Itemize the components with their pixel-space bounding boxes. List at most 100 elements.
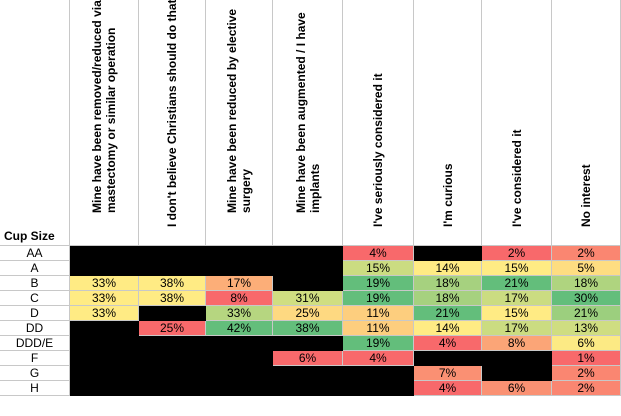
column-header-label: Mine have been removed/reduced via maste… bbox=[90, 0, 118, 213]
row-header-label: Cup Size bbox=[4, 229, 55, 243]
empty-cell bbox=[273, 381, 343, 396]
empty-cell bbox=[273, 261, 343, 276]
value-cell: 2% bbox=[552, 366, 621, 381]
value-cell: 2% bbox=[552, 246, 621, 261]
value-cell: 14% bbox=[414, 321, 482, 336]
value-cell: 6% bbox=[552, 336, 621, 351]
value-cell: 33% bbox=[70, 291, 139, 306]
value-cell: 2% bbox=[552, 381, 621, 396]
row-label: DDD/E bbox=[0, 336, 70, 351]
value-cell: 33% bbox=[70, 276, 139, 291]
row-label: AA bbox=[0, 246, 70, 261]
empty-cell bbox=[414, 246, 482, 261]
value-cell: 17% bbox=[206, 276, 273, 291]
column-header-label: I've considered it bbox=[509, 129, 524, 227]
row-label: DD bbox=[0, 321, 70, 336]
corner-cell: Cup Size bbox=[0, 0, 70, 246]
column-header: I'm curious bbox=[414, 0, 482, 246]
column-header-label: Mine have been reduced by elective surge… bbox=[225, 8, 253, 213]
empty-cell bbox=[206, 261, 273, 276]
empty-cell bbox=[70, 246, 139, 261]
value-cell: 8% bbox=[206, 291, 273, 306]
value-cell: 38% bbox=[273, 321, 343, 336]
empty-cell bbox=[139, 261, 206, 276]
value-cell: 7% bbox=[414, 366, 482, 381]
column-header: Mine have been reduced by elective surge… bbox=[206, 0, 273, 246]
empty-cell bbox=[343, 366, 414, 381]
value-cell: 25% bbox=[273, 306, 343, 321]
empty-cell bbox=[139, 246, 206, 261]
column-header: No interest bbox=[552, 0, 621, 246]
empty-cell bbox=[273, 246, 343, 261]
empty-cell bbox=[70, 381, 139, 396]
empty-cell bbox=[273, 366, 343, 381]
empty-cell bbox=[273, 336, 343, 351]
column-header-label: I've seriously considered it bbox=[371, 73, 385, 227]
value-cell: 19% bbox=[343, 336, 414, 351]
empty-cell bbox=[206, 366, 273, 381]
value-cell: 4% bbox=[343, 351, 414, 366]
value-cell: 21% bbox=[482, 276, 552, 291]
row-label: F bbox=[0, 351, 70, 366]
column-header: I've considered it bbox=[482, 0, 552, 246]
value-cell: 18% bbox=[552, 276, 621, 291]
value-cell: 6% bbox=[273, 351, 343, 366]
value-cell: 25% bbox=[139, 321, 206, 336]
empty-cell bbox=[70, 261, 139, 276]
column-header-label: No interest bbox=[579, 164, 593, 227]
value-cell: 13% bbox=[552, 321, 621, 336]
value-cell: 38% bbox=[139, 291, 206, 306]
column-header: I don't believe Christians should do tha… bbox=[139, 0, 206, 246]
value-cell: 21% bbox=[552, 306, 621, 321]
value-cell: 1% bbox=[552, 351, 621, 366]
empty-cell bbox=[273, 276, 343, 291]
value-cell: 11% bbox=[343, 321, 414, 336]
value-cell: 18% bbox=[414, 291, 482, 306]
value-cell: 19% bbox=[343, 291, 414, 306]
empty-cell bbox=[482, 366, 552, 381]
empty-cell bbox=[206, 351, 273, 366]
column-header-label: I'm curious bbox=[440, 163, 455, 227]
column-header-label: I don't believe Christians should do tha… bbox=[165, 0, 179, 227]
value-cell: 15% bbox=[482, 306, 552, 321]
row-label: B bbox=[0, 276, 70, 291]
column-header: Mine have been removed/reduced via maste… bbox=[70, 0, 139, 246]
value-cell: 19% bbox=[343, 276, 414, 291]
value-cell: 38% bbox=[139, 276, 206, 291]
empty-cell bbox=[482, 351, 552, 366]
value-cell: 21% bbox=[414, 306, 482, 321]
empty-cell bbox=[206, 246, 273, 261]
row-label: C bbox=[0, 291, 70, 306]
empty-cell bbox=[206, 336, 273, 351]
value-cell: 11% bbox=[343, 306, 414, 321]
value-cell: 4% bbox=[343, 246, 414, 261]
empty-cell bbox=[139, 336, 206, 351]
value-cell: 4% bbox=[414, 381, 482, 396]
row-label: G bbox=[0, 366, 70, 381]
value-cell: 33% bbox=[206, 306, 273, 321]
empty-cell bbox=[206, 381, 273, 396]
empty-cell bbox=[70, 351, 139, 366]
value-cell: 17% bbox=[482, 321, 552, 336]
empty-cell bbox=[70, 336, 139, 351]
value-cell: 14% bbox=[414, 261, 482, 276]
value-cell: 42% bbox=[206, 321, 273, 336]
value-cell: 30% bbox=[552, 291, 621, 306]
value-cell: 5% bbox=[552, 261, 621, 276]
value-cell: 17% bbox=[482, 291, 552, 306]
value-cell: 6% bbox=[482, 381, 552, 396]
empty-cell bbox=[139, 351, 206, 366]
row-label: H bbox=[0, 381, 70, 396]
column-header: Mine have been augmented / I have implan… bbox=[273, 0, 343, 246]
value-cell: 31% bbox=[273, 291, 343, 306]
row-label: D bbox=[0, 306, 70, 321]
empty-cell bbox=[414, 351, 482, 366]
value-cell: 2% bbox=[482, 246, 552, 261]
value-cell: 4% bbox=[414, 336, 482, 351]
empty-cell bbox=[139, 381, 206, 396]
empty-cell bbox=[70, 321, 139, 336]
column-header-label: Mine have been augmented / I have implan… bbox=[293, 12, 322, 213]
value-cell: 15% bbox=[343, 261, 414, 276]
value-cell: 15% bbox=[482, 261, 552, 276]
empty-cell bbox=[343, 381, 414, 396]
